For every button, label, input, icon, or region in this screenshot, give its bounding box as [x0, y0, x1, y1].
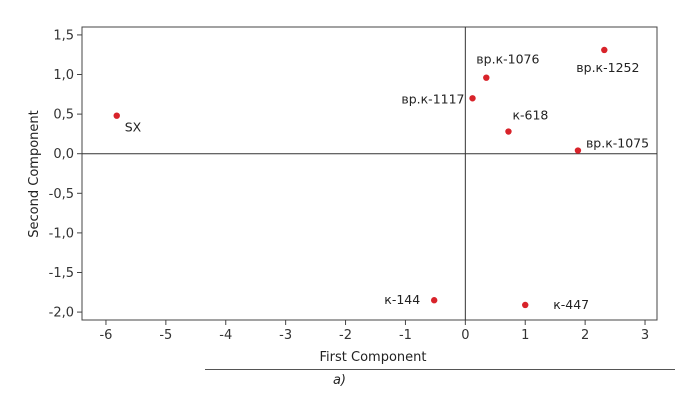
data-point — [113, 112, 120, 119]
point-label: вр.к-1117 — [401, 91, 464, 106]
point-label: к-447 — [553, 297, 589, 312]
x-tick-label: 1 — [521, 328, 529, 343]
caption-divider — [205, 369, 675, 370]
y-axis-title: Second Component — [27, 110, 42, 237]
y-tick-label: -0,5 — [49, 187, 74, 202]
y-tick-label: -2,0 — [49, 306, 74, 321]
x-tick-label: 3 — [641, 328, 649, 343]
data-point — [483, 74, 490, 81]
x-tick-label: 2 — [581, 328, 589, 343]
y-tick-label: 0,5 — [53, 108, 74, 123]
x-tick-label: -4 — [219, 328, 232, 343]
x-tick-label: -1 — [399, 328, 412, 343]
data-point — [574, 147, 582, 154]
x-tick-label: -6 — [99, 328, 112, 343]
plot-frame — [81, 26, 658, 321]
y-tick-label: 1,0 — [53, 68, 74, 83]
point-label: вр.к-1076 — [476, 52, 539, 67]
point-label: к-144 — [384, 292, 420, 307]
data-point — [469, 95, 476, 102]
x-tick-label: -2 — [339, 328, 352, 343]
y-tick-label: -1,0 — [49, 226, 74, 241]
y-tick-label: -1,5 — [49, 266, 74, 281]
data-point — [601, 46, 608, 54]
point-label: вр.к-1252 — [576, 60, 639, 75]
x-tick-label: -5 — [159, 328, 172, 343]
data-point — [522, 301, 529, 309]
figure-caption: a) — [332, 373, 347, 388]
point-label: к-618 — [512, 108, 548, 123]
point-label: вр.к-1075 — [586, 136, 649, 151]
x-tick-label: -3 — [279, 328, 292, 343]
x-tick-label: 0 — [461, 328, 469, 343]
point-label: SX — [125, 120, 142, 135]
data-point — [505, 128, 512, 135]
data-point — [430, 297, 438, 304]
y-tick-label: 0,0 — [53, 147, 74, 162]
y-tick-label: 1,5 — [53, 28, 74, 43]
x-axis-title: First Component — [320, 350, 427, 365]
